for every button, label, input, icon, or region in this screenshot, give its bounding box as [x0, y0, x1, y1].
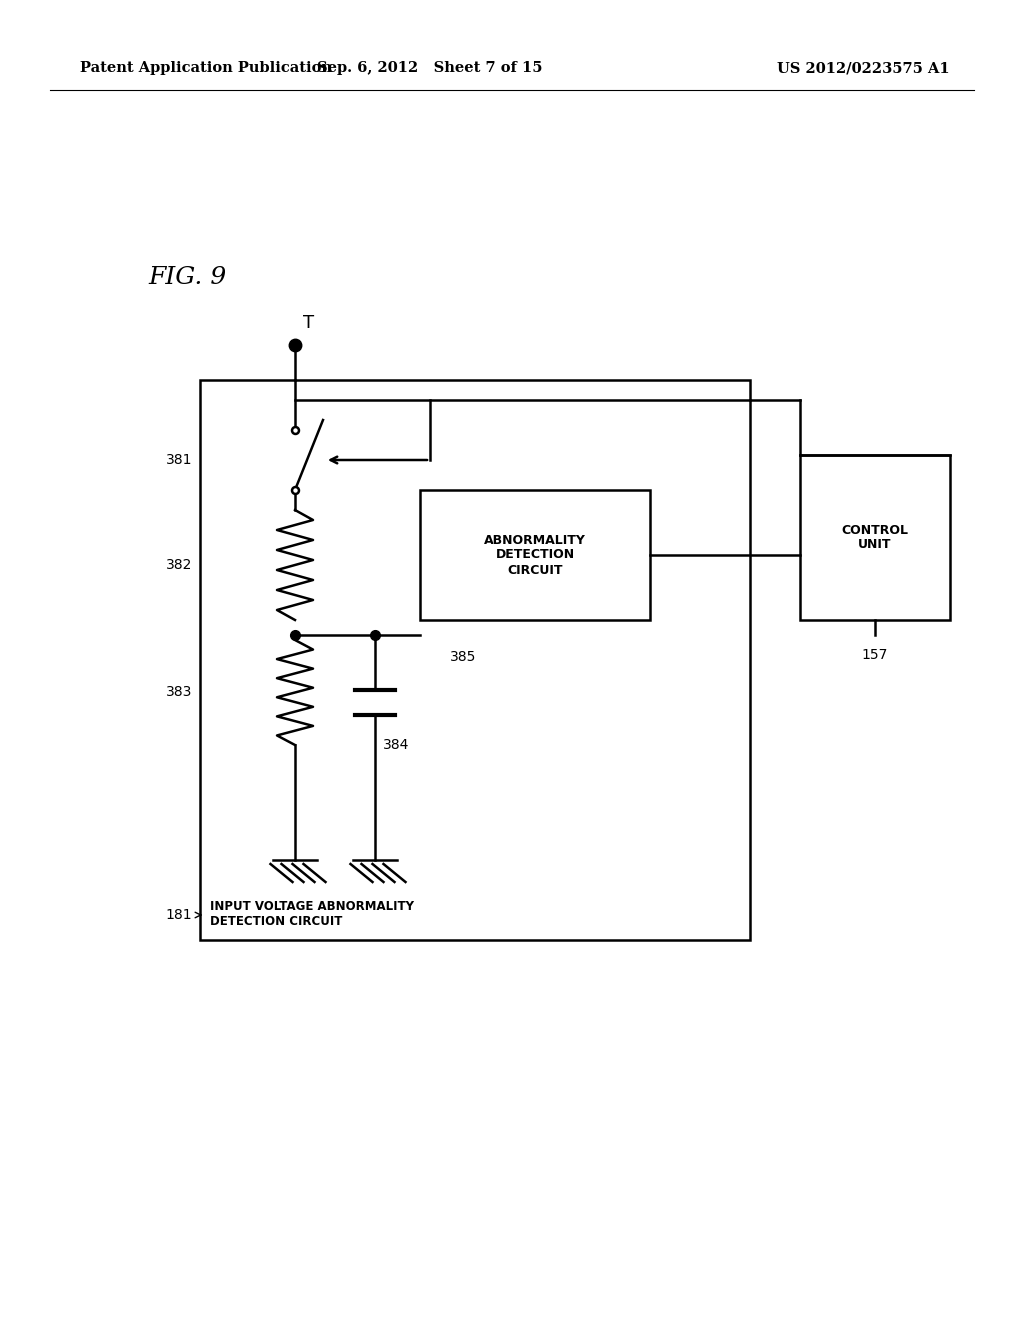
Text: CONTROL
UNIT: CONTROL UNIT [842, 524, 908, 552]
Text: T: T [303, 314, 314, 333]
Text: INPUT VOLTAGE ABNORMALITY
DETECTION CIRCUIT: INPUT VOLTAGE ABNORMALITY DETECTION CIRC… [210, 900, 414, 928]
Bar [420, 490, 650, 620]
Text: US 2012/0223575 A1: US 2012/0223575 A1 [777, 61, 950, 75]
Text: Sep. 6, 2012   Sheet 7 of 15: Sep. 6, 2012 Sheet 7 of 15 [317, 61, 543, 75]
Text: ABNORMALITY
DETECTION
CIRCUIT: ABNORMALITY DETECTION CIRCUIT [484, 533, 586, 577]
Text: FIG. 9: FIG. 9 [148, 267, 226, 289]
Text: 381: 381 [166, 453, 193, 467]
Text: 382: 382 [166, 558, 193, 572]
Text: Patent Application Publication: Patent Application Publication [80, 61, 332, 75]
Text: 384: 384 [383, 738, 410, 752]
Bar [200, 380, 750, 940]
Text: 385: 385 [450, 649, 476, 664]
Bar [800, 455, 950, 620]
Text: 157: 157 [862, 648, 888, 663]
Text: 383: 383 [166, 685, 193, 700]
Text: 181: 181 [165, 908, 193, 921]
